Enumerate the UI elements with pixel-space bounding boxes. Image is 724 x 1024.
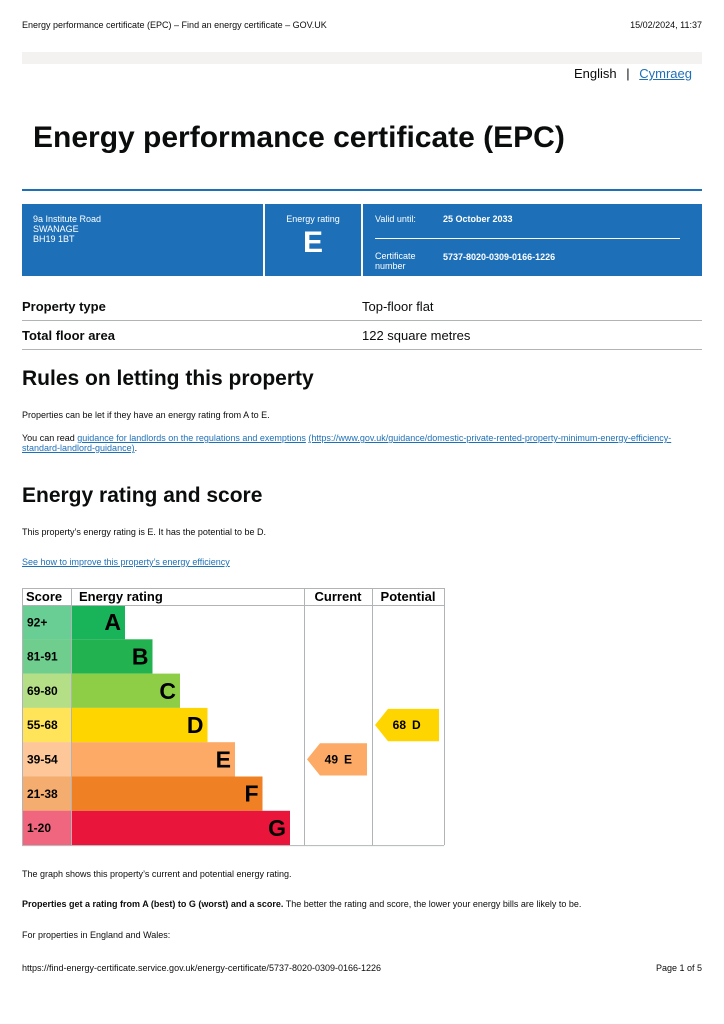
rating: E (302, 226, 323, 259)
score-cell-tint (22, 742, 71, 777)
certificate-label: Certificate number (375, 251, 416, 271)
score-range: 21-38 (27, 787, 58, 801)
summary-panel: 9a Institute Road SWANAGE BH19 1BT Energ… (22, 204, 702, 276)
improve-link[interactable]: See how to improve this property’s energ… (22, 557, 230, 567)
language-current: English (573, 66, 617, 81)
score-cell (22, 776, 71, 811)
score-cell-tint (22, 673, 71, 708)
score-range: 39-54 (27, 753, 58, 767)
address: 9a Institute Road SWANAGE BH19 1BT (33, 214, 101, 244)
band-letter: F (244, 781, 258, 807)
band-letter: A (104, 609, 121, 635)
row-label: Total floor area (22, 328, 115, 343)
divider (361, 204, 363, 276)
score-range: 81-91 (27, 650, 58, 664)
column-header: Current (315, 589, 363, 604)
score-range: 55-68 (27, 718, 58, 732)
separator: | (626, 66, 630, 81)
print-date: 15/02/2024, 11:37 (630, 20, 702, 30)
arrow-letter: E (344, 753, 352, 767)
score-cell (22, 605, 71, 640)
column-header: Potential (381, 589, 436, 604)
address-line: BH19 1BT (33, 234, 75, 244)
column-header: Score (26, 589, 62, 604)
paragraph: This property’s energy rating is E. It h… (22, 527, 266, 537)
arrow-score: 49 (325, 753, 339, 767)
row-value: Top-floor flat (362, 299, 434, 314)
score-cell (22, 639, 71, 674)
band-letter: D (187, 712, 204, 738)
divider (263, 204, 265, 276)
score-cell (22, 742, 71, 777)
score-cell (22, 673, 71, 708)
score-cell-tint (22, 707, 71, 743)
guidance-url: (https://www.gov.uk/guidance/domestic-pr… (22, 433, 672, 453)
valid-until: 25 October 2033 (443, 214, 513, 224)
address-line: 9a Institute Road (33, 214, 102, 224)
score-cell-tint (22, 605, 71, 640)
valid-label: Valid until: (375, 214, 416, 224)
rating-chart: Score Energy rating Current Potential 92+ A 81… (22, 588, 445, 847)
property-row: Total floor area 122 square metres (22, 321, 702, 350)
page-title: Energy performance certificate (EPC) (33, 121, 565, 154)
divider (375, 238, 680, 239)
certificate-number: 5737-8020-0309-0166-1226 (443, 252, 556, 262)
score-range: 1-20 (27, 821, 51, 835)
rating-label: Energy rating (286, 214, 340, 224)
rule (22, 189, 702, 191)
guidance-link[interactable]: guidance for landlords on the regulation… (77, 433, 306, 443)
band-bar (71, 707, 208, 743)
arrow-score: 68 (393, 718, 407, 732)
section-heading: Rules on letting this property (22, 367, 314, 390)
print-title: Energy performance certificate (EPC) – F… (22, 20, 327, 30)
paragraph: Properties get a rating from A (best) to… (22, 899, 581, 909)
row-value: 122 square metres (362, 328, 471, 343)
band-bar (71, 742, 235, 777)
band-bar (71, 673, 180, 708)
address-line: SWANAGE (33, 224, 79, 234)
score-cell (22, 707, 71, 743)
band-bar (71, 605, 125, 640)
band-bar (71, 639, 153, 674)
paragraph: You can read guidance for landlords on t… (22, 433, 702, 453)
row-label: Property type (22, 299, 106, 314)
footer-url: https://find-energy-certificate.service.… (22, 963, 382, 973)
band-letter: E (216, 746, 231, 772)
header-bar (22, 52, 702, 64)
text: The better the rating and score, the low… (285, 899, 582, 909)
paragraph: For properties in England and Wales: (22, 930, 171, 940)
score-cell-tint (22, 639, 71, 674)
language-switch: English | Cymraeg (574, 66, 692, 81)
score-cell-tint (22, 810, 71, 846)
score-range: 92+ (27, 615, 47, 629)
rating-arrow (375, 708, 439, 742)
band-bar (71, 810, 290, 846)
band-letter: B (132, 644, 149, 670)
section-heading: Energy rating and score (22, 484, 263, 507)
score-range: 69-80 (27, 684, 58, 698)
bold-text: Properties get a rating from A (best) to… (22, 899, 284, 909)
paragraph: Properties can be let if they have an en… (22, 410, 270, 420)
text: . (134, 443, 138, 453)
band-letter: G (268, 815, 286, 841)
band-bar (71, 776, 263, 811)
score-cell-tint (22, 776, 71, 811)
band-letter: C (159, 678, 176, 704)
property-row: Property type Top-floor flat (22, 292, 702, 321)
arrow-letter: D (412, 718, 421, 732)
rating-arrow (307, 743, 367, 776)
text: You can read (22, 433, 75, 443)
column-header: Energy rating (79, 589, 163, 604)
language-link[interactable]: Cymraeg (639, 66, 692, 81)
paragraph: The graph shows this property’s current … (22, 869, 292, 879)
footer-page: Page 1 of 5 (655, 963, 702, 973)
score-cell (22, 810, 71, 846)
